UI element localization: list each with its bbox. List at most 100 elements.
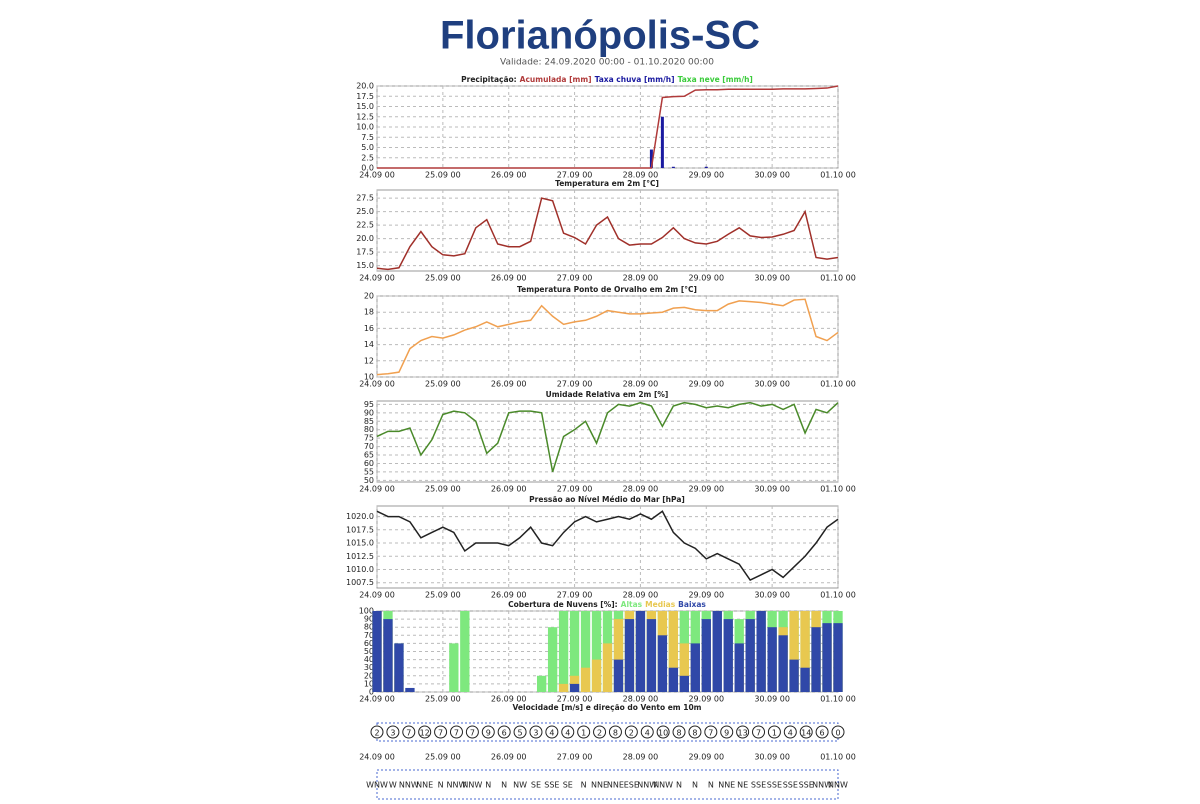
chart-title: Velocidade [m/s] e direção do Vento em 1…: [513, 703, 702, 712]
x-tick-label: 26.09 00: [491, 753, 527, 762]
data-line: [376, 298, 839, 376]
bar: [704, 166, 708, 168]
wind-circle: [513, 725, 527, 739]
wind-speed: 6: [502, 729, 507, 738]
wind-speed: 1: [772, 729, 777, 738]
legend-entry: Taxa neve [mm/h]: [678, 75, 753, 84]
y-tick-label: 20: [364, 671, 374, 680]
chart-title-text: Pressão ao Nível Médio do Mar [hPa]: [529, 495, 685, 504]
y-tick-label: 15.0: [356, 261, 374, 270]
bar: [811, 627, 821, 692]
wind-speed: 0: [835, 729, 840, 738]
wind-speed: 3: [533, 729, 538, 738]
direction-box: [376, 769, 839, 800]
wind-circle: [767, 725, 781, 739]
wind-speed: 2: [597, 729, 602, 738]
wind-circle: [831, 725, 845, 739]
wind-speed: 4: [549, 729, 554, 738]
data-line: [376, 510, 839, 582]
wind-circle: [593, 725, 607, 739]
wind-circle: [545, 725, 559, 739]
wind-circle: [672, 725, 686, 739]
x-tick-label: 27.09 00: [557, 274, 593, 283]
wind-direction: N: [676, 781, 682, 790]
bar: [701, 619, 711, 692]
x-tick-label: 30.09 00: [754, 591, 790, 600]
wind-speed: 9: [486, 729, 491, 738]
bar: [671, 166, 675, 168]
legend-entry: Acumulada [mm]: [520, 75, 592, 84]
wind-direction: NNW: [828, 781, 848, 790]
wind-direction: NNW: [462, 781, 482, 790]
y-tick-label: 70: [364, 442, 374, 451]
wind-direction: ESE: [624, 781, 639, 790]
wind-speed: 6: [820, 729, 825, 738]
wind-speed: 7: [438, 729, 443, 738]
plot-area: [376, 505, 839, 589]
wind-circle: [449, 725, 463, 739]
wind-circle: [608, 725, 622, 739]
x-tick-label: 24.09 00: [359, 485, 395, 494]
wind-direction: WNW: [366, 781, 388, 790]
wind-speed: 7: [406, 729, 411, 738]
wind-direction: N: [581, 781, 587, 790]
x-tick-label: 30.09 00: [754, 274, 790, 283]
wind-direction: NNW: [637, 781, 657, 790]
bar: [624, 619, 635, 692]
y-tick-label: 85: [364, 417, 374, 426]
y-tick-label: 2.5: [361, 153, 374, 162]
y-tick-label: 40: [364, 655, 374, 664]
bar: [649, 149, 653, 168]
bar: [460, 611, 470, 692]
wind-circle: [418, 725, 432, 739]
bar: [679, 643, 689, 692]
x-tick-label: 01.10 00: [820, 274, 856, 283]
y-tick-label: 17.5: [356, 248, 374, 257]
wind-speed: 3: [390, 729, 395, 738]
bar: [679, 675, 689, 692]
x-tick-label: 25.09 00: [425, 380, 461, 389]
bar: [394, 643, 404, 692]
x-tick-label: 25.09 00: [425, 485, 461, 494]
wind-direction: NNE: [607, 781, 624, 790]
y-tick-label: 90: [364, 615, 374, 624]
wind-circle: [688, 725, 702, 739]
y-tick-label: 80: [364, 623, 374, 632]
plot-area: [376, 189, 839, 272]
x-tick-label: 25.09 00: [425, 695, 461, 704]
bar: [383, 619, 393, 692]
wind-speed: 8: [692, 729, 697, 738]
bar: [591, 611, 602, 692]
y-tick-label: 1017.5: [346, 525, 374, 534]
y-tick-label: 20: [364, 292, 374, 301]
bar: [405, 687, 415, 692]
wind-circle: [386, 725, 400, 739]
wind-speed: 4: [565, 729, 570, 738]
chart-title: Umidade Relativa em 2m [%]: [546, 390, 669, 399]
wind-speed: 13: [738, 729, 748, 738]
subtitle: Validade: 24.09.2020 00:00 - 01.10.2020 …: [500, 58, 714, 68]
wind-circle: [624, 725, 638, 739]
y-tick-label: 1015.0: [346, 539, 374, 548]
y-tick-label: 17.5: [356, 92, 374, 101]
legend-entry: Taxa chuva [mm/h]: [595, 75, 675, 84]
x-tick-label: 29.09 00: [688, 485, 724, 494]
x-tick-label: 26.09 00: [491, 485, 527, 494]
wind-speed: 8: [613, 729, 618, 738]
y-tick-label: 65: [364, 451, 374, 460]
x-tick-label: 27.09 00: [557, 171, 593, 180]
wind-direction: W: [389, 781, 397, 790]
chart-title: Temperatura Ponto de Orvalho em 2m [°C]: [517, 285, 697, 294]
wind-circle: [656, 725, 670, 739]
chart-title: Cobertura de Nuvens [%]: Altas Medias Baixa…: [508, 600, 706, 609]
y-tick-label: 10: [364, 373, 374, 382]
y-tick-label: 27.5: [356, 194, 374, 203]
y-tick-label: 30: [364, 663, 374, 672]
x-tick-label: 29.09 00: [688, 591, 724, 600]
wind-circle: [815, 725, 829, 739]
x-tick-label: 28.09 00: [623, 274, 659, 283]
y-tick-label: 75: [364, 434, 374, 443]
y-tick-label: 12.5: [356, 112, 374, 121]
data-line: [377, 85, 839, 169]
chart-title-text: Precipitação:: [461, 75, 517, 84]
